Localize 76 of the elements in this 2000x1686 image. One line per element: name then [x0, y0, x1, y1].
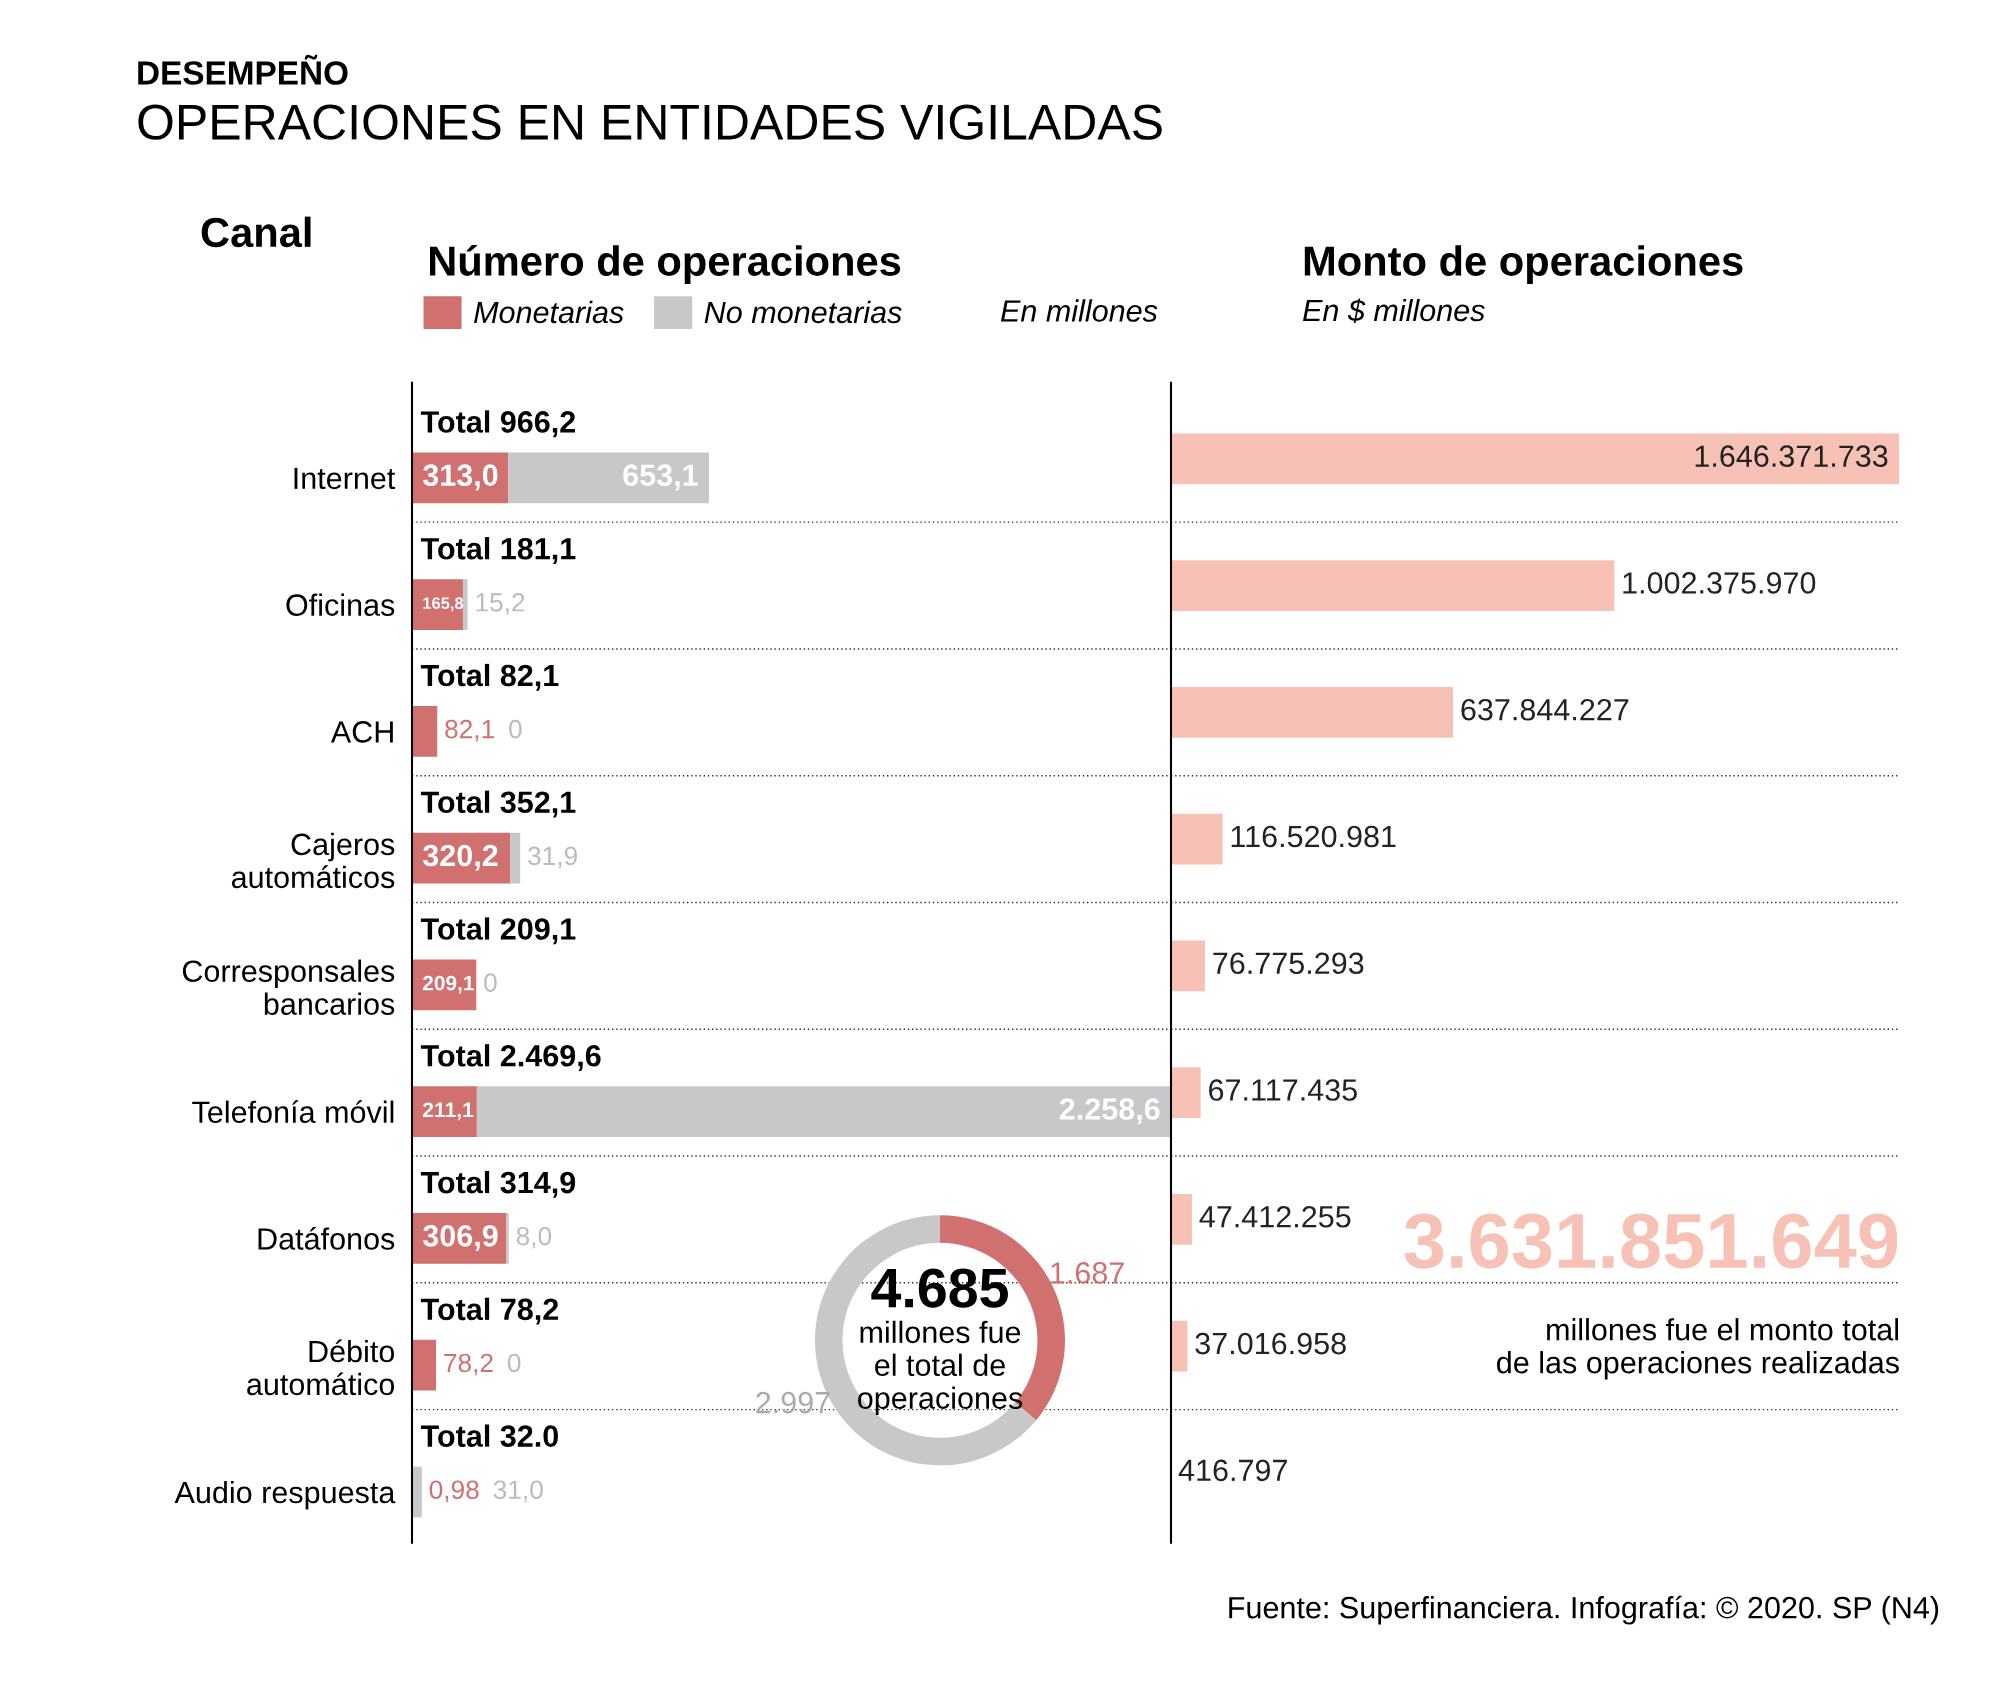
data-label: 82,1 [445, 719, 494, 742]
data-label: 320,2 [422, 844, 498, 871]
text: Canal [201, 216, 311, 248]
data-label: 31,9 [528, 846, 577, 869]
bar [508, 452, 709, 504]
data-label: 1.002.375.970 [1623, 572, 1816, 594]
annotation: 4.685 [871, 1268, 1008, 1308]
bar [510, 832, 521, 884]
total-label: Total 314,9 [420, 1170, 576, 1198]
bar [1171, 433, 1899, 485]
data-label: 47.412.255 [1199, 1205, 1351, 1228]
bar [1171, 686, 1454, 738]
data-label: 0 [507, 1353, 521, 1373]
data-label: 2.997 [756, 1391, 830, 1414]
source-note: Fuente: Superfinanciera. Infografía: © 2020. SP (N4) [1229, 1595, 1939, 1625]
y-tick-label: Internet [294, 467, 396, 490]
text: DESEMPEÑO [138, 54, 348, 85]
data-label: 37.016.958 [1195, 1332, 1346, 1355]
data-label: 31,0 [493, 1480, 543, 1503]
total-label: Total 352,1 [420, 790, 576, 818]
chart-subtitle: En $ millones [1302, 298, 1485, 324]
y-tick-label: ACH [330, 721, 393, 743]
y-tick-label: Oficinas [286, 593, 395, 616]
data-label: 0 [509, 719, 522, 739]
data-label: 0 [484, 973, 497, 992]
data-label: 416.797 [1178, 1459, 1287, 1482]
total-label: Total 32.0 [420, 1424, 558, 1447]
bar [412, 1466, 422, 1518]
y-tick-label: Corresponsales bancarios [182, 959, 395, 1015]
bar [412, 1086, 477, 1138]
data-label: 78,2 [444, 1353, 493, 1376]
legend-label: No monetarias [704, 300, 902, 324]
data-label: 67.117.435 [1209, 1079, 1357, 1101]
y-tick-label: Audio respuesta [174, 1480, 396, 1510]
data-label: 8,0 [516, 1226, 552, 1249]
annotation: 3.631.851.649 [1404, 1213, 1898, 1269]
bar [1171, 1320, 1188, 1372]
data-label: 0,98 [429, 1480, 479, 1503]
total-label: Total 209,1 [420, 917, 576, 945]
data-label: 1.687 [1051, 1262, 1124, 1284]
y-tick-label: Datáfonos [258, 1227, 395, 1250]
bar [1171, 1194, 1192, 1245]
total-label: Total 181,1 [420, 537, 576, 564]
bar [412, 579, 463, 630]
text: En millones [1000, 299, 1158, 322]
text: OPERACIONES EN ENTIDADES VIGILADAS [138, 104, 1162, 140]
bar [506, 1213, 509, 1264]
total-label: Total 78,2 [420, 1297, 559, 1325]
data-label: 1.646.371.733 [1695, 445, 1888, 467]
y-tick-label: Débito automático [247, 1339, 395, 1396]
chart-title: Número de operaciones [429, 244, 901, 285]
data-label: 211,1 [423, 1102, 474, 1121]
data-label: 637.844.227 [1461, 698, 1629, 721]
bar [1171, 940, 1205, 992]
bar [462, 579, 468, 630]
data-label: 209,1 [422, 975, 474, 994]
total-label: Total 82,1 [420, 663, 559, 691]
legend-label: Monetarias [474, 300, 624, 324]
data-label: 165,8 [423, 597, 464, 612]
bar [1171, 813, 1223, 865]
bar [1171, 560, 1615, 611]
y-tick-label: Cajeros automáticos [231, 832, 395, 889]
bar [1171, 1067, 1201, 1118]
annotation: millones fue el total de operaciones [858, 1320, 1023, 1416]
y-tick-label: Telefonía móvil [192, 1100, 394, 1124]
total-label: Total 2.469,6 [420, 1044, 601, 1072]
data-label: 15,2 [476, 593, 525, 615]
data-label: 76.775.293 [1213, 952, 1364, 975]
data-label: 116.520.981 [1231, 825, 1396, 848]
data-label: 306,9 [422, 1225, 498, 1252]
bar [412, 1339, 437, 1391]
total-label: Total 966,2 [420, 410, 576, 438]
data-label: 313,0 [422, 464, 498, 491]
annotation: millones fue el monto total de las operaciones realizadas [1497, 1318, 1899, 1380]
chart-title: Monto de operaciones [1304, 245, 1743, 285]
bar [412, 705, 438, 757]
